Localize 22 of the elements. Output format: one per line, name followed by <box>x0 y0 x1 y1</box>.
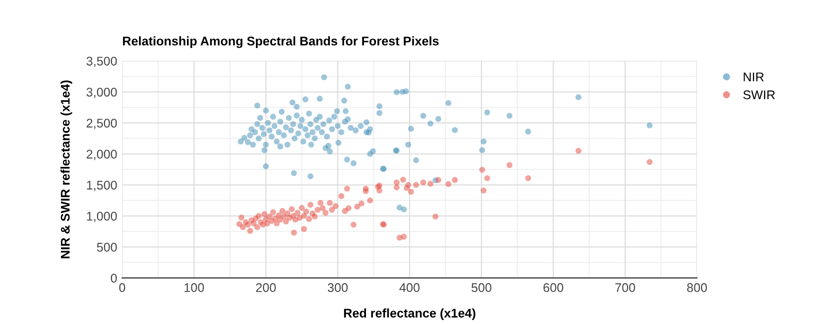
x-tick-label: 0 <box>119 283 126 292</box>
y-tick-label: 1,000 <box>86 212 117 222</box>
x-tick-label: 400 <box>399 283 420 292</box>
y-tick-label: 2,500 <box>86 118 117 130</box>
y-tick-label: 0 <box>110 274 117 283</box>
y-axis-title: NIR & SWIR reflectance (x1e4) <box>60 80 72 258</box>
legend-label: NIR <box>744 72 764 82</box>
x-tick-label: 300 <box>328 283 348 292</box>
x-tick-label: 100 <box>184 283 204 292</box>
y-tick-label: 1,500 <box>86 180 117 192</box>
x-tick-label: 500 <box>472 283 492 292</box>
x-tick-label: 200 <box>256 283 276 292</box>
legend-label: SWIR <box>743 90 775 100</box>
chart-title: Relationship Among Spectral Bands for Forest Pixels <box>123 36 439 48</box>
y-tick-label: 500 <box>96 242 117 252</box>
y-tick-label: 3,500 <box>86 56 117 68</box>
x-tick-label: 800 <box>687 283 707 292</box>
x-axis-title: Red reflectance (x1e4) <box>344 308 476 320</box>
y-tick-label: 3,000 <box>86 88 117 98</box>
x-tick-label: 600 <box>544 283 564 292</box>
x-tick-label: 700 <box>615 283 636 292</box>
y-tick-label: 2,000 <box>86 150 117 160</box>
